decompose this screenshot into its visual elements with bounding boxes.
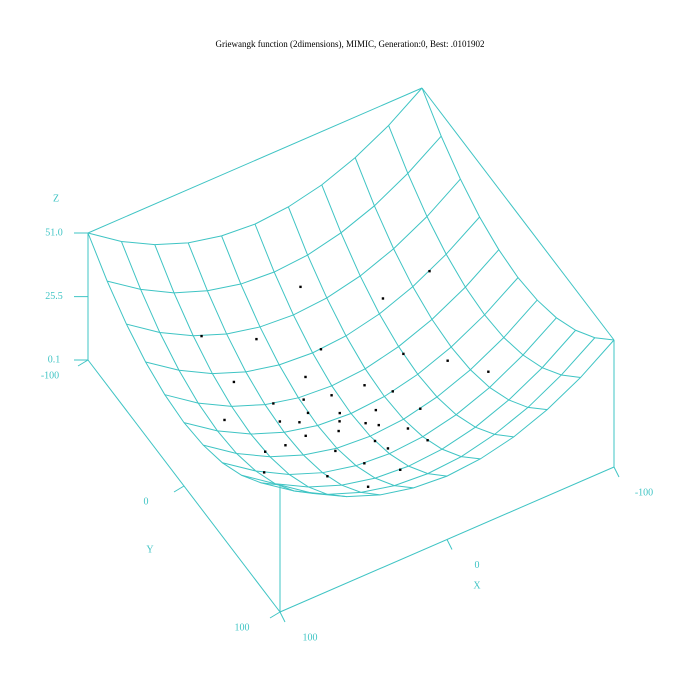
y-tick: [77, 359, 89, 367]
surface-line: [183, 277, 519, 435]
data-point: [487, 370, 490, 373]
data-point: [363, 462, 366, 465]
surface-line: [87, 87, 423, 246]
x-tick: [279, 611, 286, 623]
x-tick: [446, 539, 453, 550]
x-axis-label: X: [473, 580, 481, 591]
surface-line: [287, 206, 481, 460]
z-axis-label: Z: [53, 193, 59, 204]
data-point: [272, 402, 275, 405]
y-axis-label: Y: [146, 544, 153, 555]
surface-line: [87, 232, 281, 486]
data-point: [419, 407, 422, 410]
data-point: [306, 411, 310, 415]
data-point: [337, 429, 340, 433]
data-point: [262, 471, 266, 474]
y-tick: [269, 611, 281, 619]
data-point: [373, 439, 377, 443]
surface-line: [145, 216, 480, 375]
data-point: [363, 384, 366, 387]
data-point: [399, 468, 402, 471]
x-tick-label: 100: [303, 632, 318, 643]
x-tick-label: -100: [635, 487, 653, 498]
data-point: [278, 420, 282, 423]
data-point: [326, 475, 329, 478]
surface-line: [254, 223, 448, 477]
z-tick-label: 0.1: [48, 354, 61, 365]
data-point: [319, 348, 323, 351]
z-tick-label: 51.0: [45, 227, 63, 238]
data-point: [426, 439, 429, 442]
data-point: [302, 398, 305, 401]
data-point: [284, 444, 287, 447]
y-tick-label: -100: [41, 370, 59, 381]
data-point: [232, 380, 236, 384]
surface-line: [279, 339, 615, 498]
data-point: [264, 450, 267, 453]
surface-line: [222, 317, 557, 475]
data-point: [223, 418, 226, 422]
data-point: [377, 423, 380, 427]
data-point: [366, 485, 370, 488]
data-point: [304, 375, 307, 379]
data-point: [330, 394, 333, 397]
surface-line: [187, 242, 381, 496]
data-point: [428, 269, 431, 273]
surface-line: [126, 178, 461, 337]
z-tick-label: 25.5: [45, 291, 63, 302]
data-point: [374, 408, 378, 412]
data-point: [304, 434, 307, 438]
data-point: [386, 447, 390, 450]
surface-line: [321, 184, 514, 438]
data-point: [391, 390, 394, 393]
data-point: [338, 411, 341, 415]
y-tick-label: 100: [235, 622, 250, 633]
surface-line: [354, 157, 548, 411]
y-tick-label: 0: [144, 496, 149, 507]
surface-line: [164, 249, 500, 407]
data-point: [381, 297, 385, 300]
data-point: [406, 427, 410, 430]
data-point: [255, 337, 258, 341]
data-point: [338, 420, 341, 423]
data-point: [402, 352, 405, 356]
data-point: [334, 449, 337, 453]
surface-line: [107, 135, 442, 294]
data-point: [446, 359, 449, 362]
chart-title: Griewangk function (2dimensions), MIMIC,…: [216, 39, 485, 49]
x-tick-label: 0: [475, 560, 480, 571]
surface-line: [241, 329, 576, 488]
data-point: [200, 334, 203, 338]
bounding-box: [87, 87, 615, 613]
y-tick: [173, 485, 185, 493]
data-point: [298, 421, 301, 424]
data-point: [299, 285, 302, 289]
x-tick: [613, 466, 620, 478]
surface-line: [203, 299, 538, 458]
data-point: [364, 421, 367, 425]
